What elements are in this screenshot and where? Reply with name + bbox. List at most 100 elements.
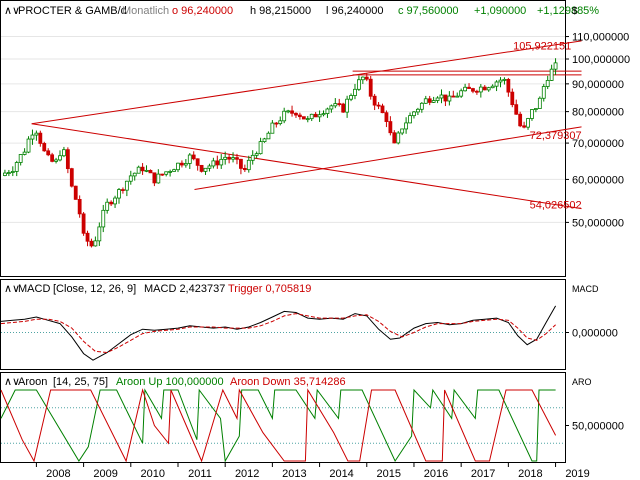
candle-body [105,201,110,211]
candle-body [34,132,39,136]
candle-body [124,180,129,191]
candle-body [136,166,141,174]
macd-legend: ∧∨ MACD [Close, 12, 26, 9] MACD 2,423737… [4,283,599,295]
candle-body [423,98,428,104]
candle-body [309,113,314,120]
candle-body [140,166,145,172]
trendline-value-label: 105,922151 [513,41,571,53]
candle-body [117,189,121,199]
candle-body [526,118,530,128]
candle-body [152,172,157,184]
candle-body [58,155,62,161]
candle-body [38,132,43,144]
price-legend: ∧∨ PROCTER & GAMB/d Monatlich o 96,24000… [4,5,599,17]
header-low: l 96,240000 [326,5,384,17]
candle-body [447,95,452,102]
header-close: c 97,560000 [398,5,459,17]
candle-body [54,159,58,162]
price-grid [1,36,565,223]
candle-body [427,98,432,103]
macd-value: MACD 2,423737 [144,283,225,295]
candle-body [262,138,267,143]
aroon-down-line [0,388,557,463]
candle-body [482,86,487,91]
candle-body [463,86,468,92]
trendline [31,123,582,210]
candle-body [533,108,538,110]
candle-body [160,173,165,176]
candle-body [30,134,35,140]
candle-body [113,197,117,205]
x-tick-label: 2016 [424,468,448,480]
price-y-tick-label: 110,000000 [572,32,629,44]
candle-body [400,128,405,134]
candle-body [349,95,353,100]
candle-body [294,112,298,116]
candle-body [376,104,381,107]
x-tick-label: 2012 [235,468,259,480]
candle-body [313,113,318,118]
candle-body [408,115,412,124]
candle-body [439,94,444,99]
candle-body [404,122,409,130]
macd-label: MACD [18,283,50,295]
candle-body [478,86,483,93]
candle-body [360,76,365,81]
candlestick-series [3,58,558,248]
candle-body [380,105,385,114]
trigger-value: Trigger 0,705819 [228,283,311,295]
candle-body [518,113,523,127]
candle-body [85,232,90,242]
candle-body [459,90,464,97]
header-symbol: PROCTER & GAMB/d [18,5,127,17]
candle-body [250,154,255,161]
candle-body [10,171,15,173]
legend-marker: ∧∨ [4,5,20,17]
price-y-tick-label: 60,000000 [572,174,624,186]
candle-body [474,90,479,93]
candle-body [490,85,495,89]
candle-body [180,162,184,166]
candle-body [6,172,11,174]
candle-body [412,111,416,117]
candle-body [305,118,310,121]
candle-body [187,154,192,164]
candle-body [388,121,393,134]
candle-body [541,86,546,99]
price-y-tick-label: 90,000000 [572,79,624,91]
candle-body [242,168,247,171]
aroon-up-value: Aroon Up 100,000000 [116,376,224,388]
candle-body [455,95,460,98]
candle-body [345,98,350,113]
candle-body [101,209,106,228]
candle-body [502,78,507,81]
header-high: h 98,215000 [250,5,311,17]
candle-body [506,78,511,93]
candle-body [467,86,471,89]
candle-body [274,122,279,125]
x-tick-label: 2013 [282,468,306,480]
candle-body [357,79,361,90]
candle-body [219,158,224,166]
trendline-value-label: 54,026502 [530,199,582,211]
candle-body [396,132,401,144]
candle-body [50,154,55,162]
price-y-tick-label: 80,000000 [572,107,624,119]
candle-body [510,91,515,106]
candle-body [69,168,74,187]
candle-body [211,160,216,167]
candle-body [3,172,7,176]
candle-body [443,94,448,102]
aroon-down-value: Aroon Down 35,714286 [230,376,346,388]
candle-body [317,114,322,118]
x-tick-label: 2010 [141,468,165,480]
candle-body [231,157,235,160]
macd-panel-frame [0,279,566,370]
price-y-tick-label: 50,000000 [572,217,624,229]
header-change-pct: +1,129885% [537,5,599,17]
trendlines [31,40,582,210]
candle-body [164,171,169,175]
candle-body [183,163,188,166]
candle-body [545,80,550,87]
